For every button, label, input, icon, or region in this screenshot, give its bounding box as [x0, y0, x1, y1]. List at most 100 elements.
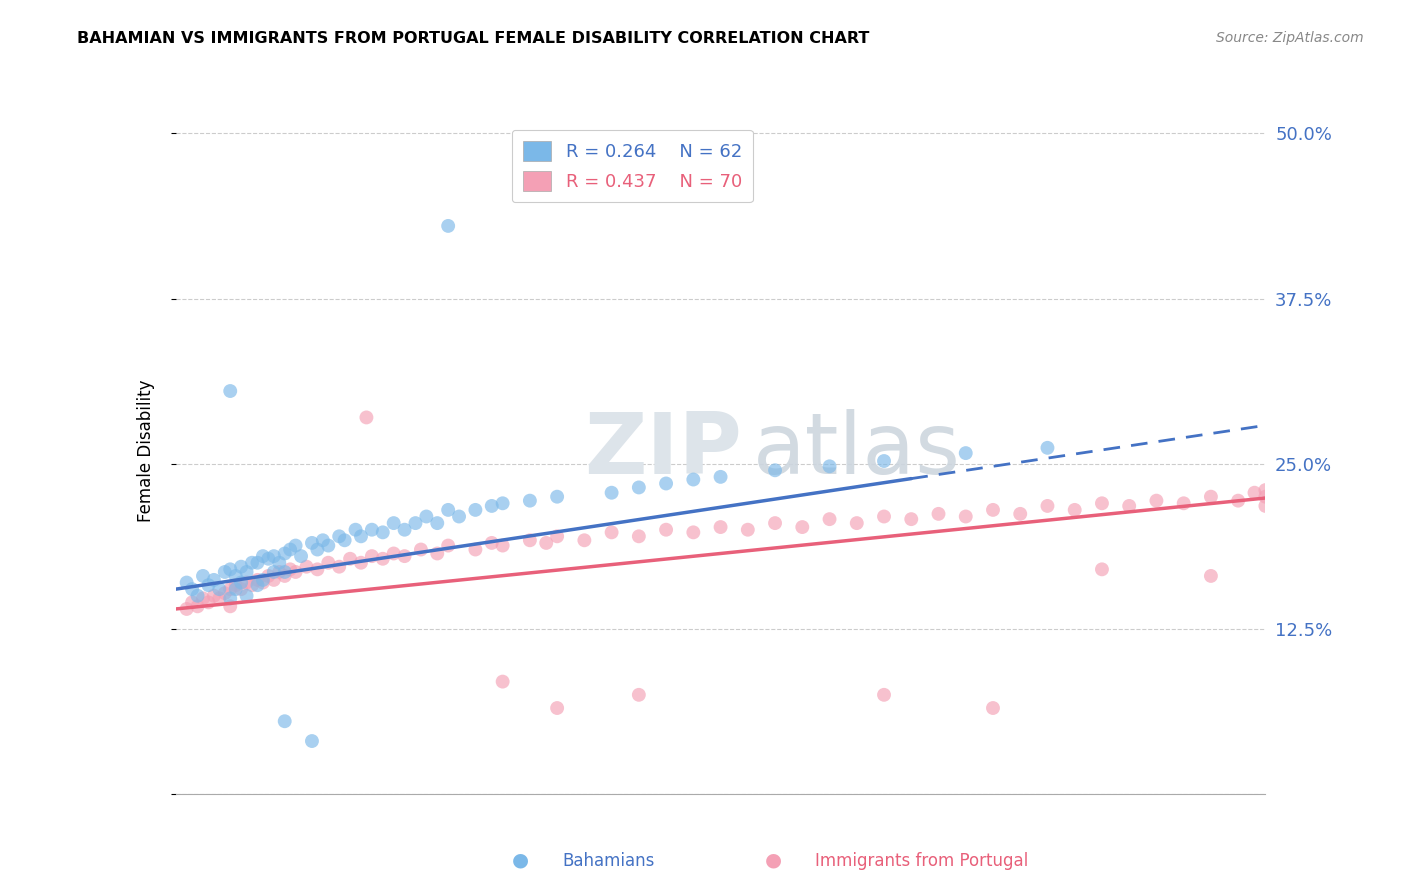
Point	[1063, 503, 1085, 517]
Point	[202, 589, 225, 603]
Point	[574, 533, 596, 548]
Point	[307, 542, 329, 557]
Point	[447, 509, 470, 524]
Point	[1243, 485, 1265, 500]
Point	[225, 569, 247, 583]
Point	[873, 688, 896, 702]
Point	[481, 499, 503, 513]
Point	[295, 559, 318, 574]
Point	[415, 509, 437, 524]
Text: ●: ●	[765, 851, 782, 870]
Point	[627, 529, 650, 543]
Point	[274, 546, 297, 561]
Point	[269, 556, 291, 570]
Legend: R = 0.264    N = 62, R = 0.437    N = 70: R = 0.264 N = 62, R = 0.437 N = 70	[512, 130, 754, 202]
Point	[546, 701, 568, 715]
Point	[328, 529, 350, 543]
Point	[208, 591, 231, 606]
Point	[1091, 496, 1114, 510]
Point	[981, 701, 1004, 715]
Point	[492, 496, 515, 510]
Point	[627, 688, 650, 702]
Point	[246, 556, 269, 570]
Point	[1254, 490, 1277, 504]
Point	[181, 595, 204, 609]
Point	[318, 556, 340, 570]
Point	[219, 562, 242, 576]
Point	[208, 582, 231, 596]
Point	[763, 516, 786, 530]
Point	[263, 573, 285, 587]
Point	[492, 674, 515, 689]
Point	[284, 539, 307, 553]
Point	[546, 490, 568, 504]
Text: Immigrants from Portugal: Immigrants from Portugal	[815, 852, 1029, 870]
Point	[274, 565, 297, 579]
Point	[197, 578, 219, 592]
Point	[1254, 499, 1277, 513]
Point	[981, 503, 1004, 517]
Text: atlas: atlas	[754, 409, 962, 492]
Point	[246, 573, 269, 587]
Point	[382, 546, 405, 561]
Point	[328, 559, 350, 574]
Point	[263, 549, 285, 563]
Point	[710, 470, 733, 484]
Point	[737, 523, 759, 537]
Point	[405, 516, 427, 530]
Text: ●: ●	[512, 851, 529, 870]
Point	[818, 459, 841, 474]
Point	[219, 599, 242, 614]
Text: ZIP: ZIP	[585, 409, 742, 492]
Point	[176, 575, 198, 590]
Point	[219, 384, 242, 398]
Point	[246, 578, 269, 592]
Point	[197, 595, 219, 609]
Point	[682, 473, 704, 487]
Point	[350, 529, 373, 543]
Point	[519, 493, 541, 508]
Point	[225, 578, 247, 592]
Point	[928, 507, 950, 521]
Point	[627, 480, 650, 494]
Point	[191, 591, 214, 606]
Point	[344, 523, 367, 537]
Point	[235, 565, 257, 579]
Point	[394, 523, 416, 537]
Point	[231, 582, 253, 596]
Point	[312, 533, 335, 548]
Point	[426, 516, 449, 530]
Point	[186, 589, 209, 603]
Point	[360, 523, 382, 537]
Point	[481, 536, 503, 550]
Point	[763, 463, 786, 477]
Point	[546, 529, 568, 543]
Point	[1254, 483, 1277, 497]
Point	[225, 582, 247, 596]
Point	[1118, 499, 1140, 513]
Point	[231, 575, 253, 590]
Point	[252, 573, 274, 587]
Point	[263, 565, 285, 579]
Point	[1036, 441, 1059, 455]
Point	[235, 575, 257, 590]
Point	[339, 551, 361, 566]
Point	[278, 562, 301, 576]
Point	[394, 549, 416, 563]
Point	[818, 512, 841, 526]
Text: Source: ZipAtlas.com: Source: ZipAtlas.com	[1216, 31, 1364, 45]
Point	[600, 525, 623, 540]
Point	[1227, 493, 1250, 508]
Point	[274, 714, 297, 729]
Point	[600, 485, 623, 500]
Point	[437, 503, 460, 517]
Point	[274, 569, 297, 583]
Point	[240, 556, 263, 570]
Point	[257, 551, 280, 566]
Point	[301, 734, 323, 748]
Text: Bahamians: Bahamians	[562, 852, 655, 870]
Point	[437, 219, 460, 233]
Point	[1036, 499, 1059, 513]
Point	[955, 509, 977, 524]
Point	[360, 549, 382, 563]
